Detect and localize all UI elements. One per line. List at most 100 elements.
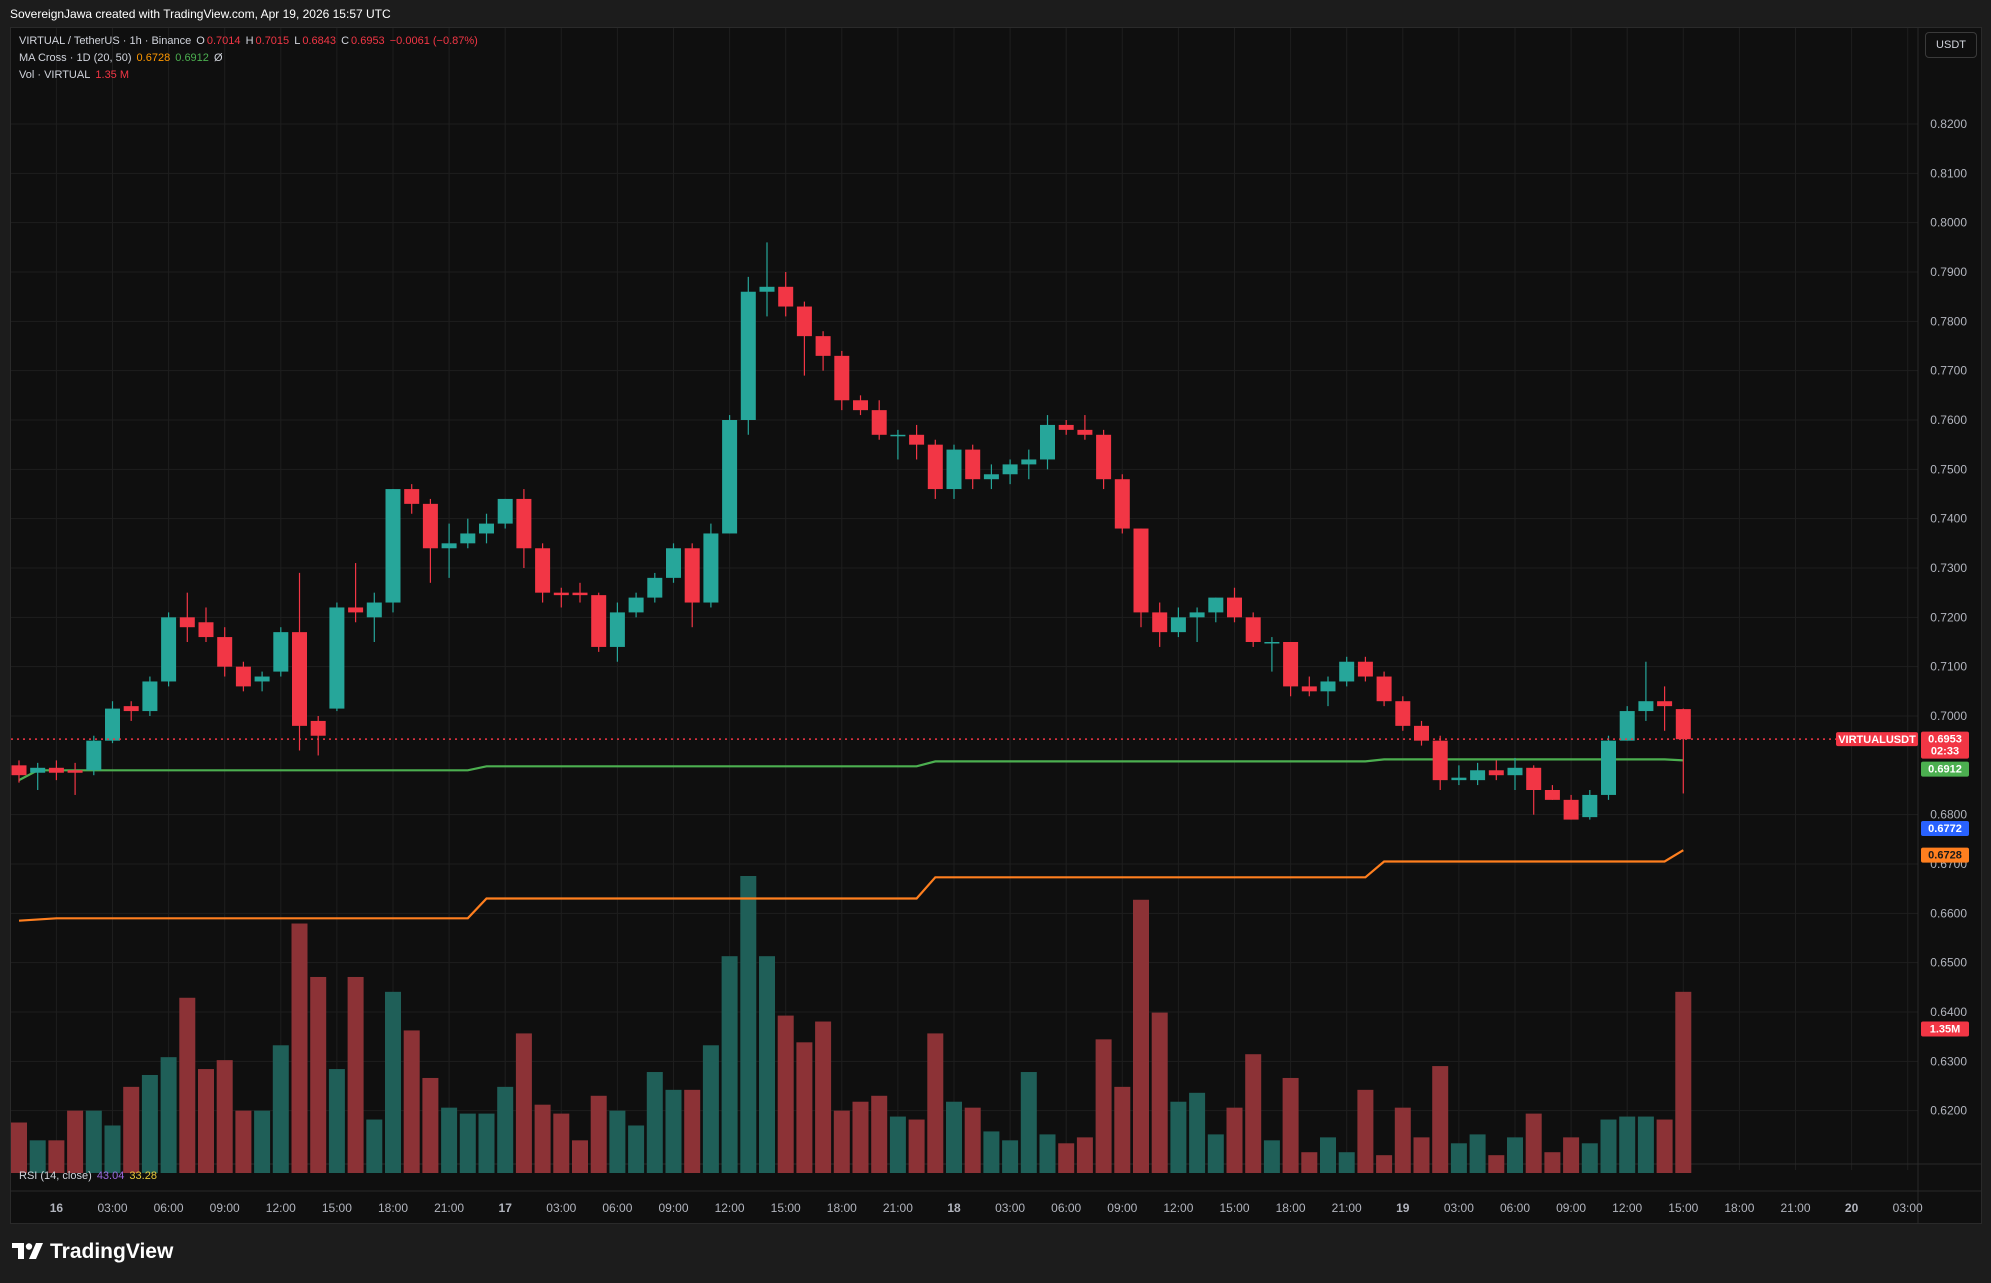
volume-bar bbox=[1170, 1101, 1187, 1173]
symbol-legend[interactable]: VIRTUAL / TetherUS · 1h · Binance O 0.701… bbox=[19, 35, 480, 47]
candle-body bbox=[1227, 597, 1242, 618]
volume-bar bbox=[946, 1101, 962, 1173]
candle-body bbox=[123, 706, 139, 712]
candle-body bbox=[441, 543, 457, 549]
candle-body bbox=[1002, 464, 1018, 475]
candle-body bbox=[161, 617, 177, 682]
candle-body bbox=[1414, 725, 1429, 741]
volume-bar bbox=[1432, 1066, 1449, 1173]
candle-body bbox=[1507, 767, 1523, 776]
candle-body bbox=[759, 286, 775, 292]
open-label: O bbox=[196, 35, 205, 47]
close-value: 0.6953 bbox=[351, 35, 385, 47]
volume-bar bbox=[1282, 1077, 1299, 1173]
price-tick-label: 0.6800 bbox=[1930, 808, 1967, 822]
volume-bar bbox=[104, 1125, 121, 1173]
time-tick-label: 06:00 bbox=[154, 1201, 184, 1215]
candle-body bbox=[67, 770, 83, 773]
volume-bar bbox=[1020, 1072, 1037, 1173]
brand-name: TradingView bbox=[50, 1240, 174, 1263]
volume-legend[interactable]: Vol · VIRTUAL 1.35 M bbox=[19, 69, 131, 81]
volume-bar bbox=[1245, 1054, 1262, 1173]
volume-bar bbox=[1095, 1039, 1112, 1173]
price-tick-label: 0.7900 bbox=[1930, 265, 1967, 279]
volume-bar bbox=[1338, 1152, 1355, 1173]
candle-body bbox=[1170, 617, 1186, 633]
candle-body bbox=[273, 632, 289, 672]
candle-body bbox=[1619, 711, 1635, 741]
brand-logo[interactable]: TradingView bbox=[12, 1240, 173, 1264]
symbol-name: VIRTUAL / TetherUS · 1h · Binance bbox=[19, 35, 192, 47]
volume-bar bbox=[11, 1122, 27, 1173]
candle-body bbox=[497, 498, 513, 524]
candle-body bbox=[1582, 794, 1598, 818]
candle-body bbox=[815, 336, 831, 356]
candle-body bbox=[591, 595, 607, 647]
candle-body bbox=[1657, 701, 1673, 707]
time-tick-label: 19 bbox=[1396, 1201, 1410, 1215]
time-tick-label: 18:00 bbox=[1724, 1201, 1754, 1215]
ma-label: MA Cross · 1D (20, 50) bbox=[19, 52, 132, 64]
candle-body bbox=[217, 637, 233, 667]
volume-bar bbox=[1039, 1134, 1056, 1173]
time-tick-label: 03:00 bbox=[995, 1201, 1025, 1215]
volume-bar bbox=[1675, 991, 1692, 1173]
volume-bar bbox=[1133, 899, 1149, 1173]
symbol-tag-bg bbox=[1836, 732, 1918, 747]
time-tick-label: 17 bbox=[499, 1201, 513, 1215]
volume-tag-text: 1.35M bbox=[1930, 1024, 1961, 1036]
high-value: 0.7015 bbox=[255, 35, 290, 47]
volume-bar bbox=[1488, 1155, 1505, 1173]
candle-body bbox=[179, 617, 195, 628]
candle-body bbox=[198, 622, 214, 638]
time-tick-label: 21:00 bbox=[434, 1201, 464, 1215]
time-tick-label: 03:00 bbox=[1444, 1201, 1474, 1215]
ma-slow-value: 0.6912 bbox=[175, 52, 209, 64]
volume-bar bbox=[67, 1110, 84, 1173]
volume-bar bbox=[796, 1042, 813, 1173]
volume-bar bbox=[441, 1107, 458, 1173]
volume-bar bbox=[777, 1015, 794, 1173]
candle-body bbox=[1189, 612, 1205, 618]
candle-body bbox=[1133, 528, 1149, 613]
candle-body bbox=[235, 666, 251, 687]
time-tick-label: 15:00 bbox=[771, 1201, 801, 1215]
price-tick-label: 0.6200 bbox=[1930, 1104, 1967, 1118]
volume-bar bbox=[665, 1089, 682, 1173]
time-tick-label: 09:00 bbox=[1107, 1201, 1137, 1215]
volume-bar bbox=[1619, 1116, 1636, 1173]
candle-body bbox=[1544, 790, 1560, 800]
tradingview-logo-icon bbox=[12, 1243, 43, 1259]
volume-bar bbox=[1525, 1113, 1542, 1173]
time-tick-label: 12:00 bbox=[1163, 1201, 1193, 1215]
volume-bar bbox=[684, 1089, 701, 1173]
volume-bar bbox=[833, 1110, 850, 1173]
time-tick-label: 06:00 bbox=[1500, 1201, 1530, 1215]
volume-bar bbox=[29, 1140, 46, 1173]
price-chart[interactable]: 0.8200 0.8100 0.8000 0.7900 0.7800 0.7700 0.76… bbox=[11, 28, 1981, 1223]
candle-body bbox=[1152, 612, 1168, 633]
volume-bar bbox=[646, 1072, 663, 1173]
candle-body bbox=[740, 291, 756, 420]
candle-body bbox=[1488, 770, 1504, 776]
candle-body bbox=[666, 548, 681, 578]
volume-bar bbox=[160, 1057, 177, 1173]
candle-body bbox=[1675, 709, 1691, 740]
volume-bar bbox=[347, 976, 364, 1173]
candle-body bbox=[30, 767, 46, 773]
currency-button[interactable]: USDT bbox=[1925, 32, 1977, 58]
volume-bar bbox=[1301, 1152, 1318, 1173]
rsi-legend[interactable]: RSI (14, close) 43.04 33.28 bbox=[19, 1170, 159, 1182]
volume-bar bbox=[572, 1140, 588, 1173]
volume-bar bbox=[216, 1060, 233, 1173]
volume-bar bbox=[1002, 1140, 1019, 1173]
time-tick-label: 18 bbox=[947, 1201, 961, 1215]
ma-slow-line bbox=[18, 758, 1684, 782]
ma-legend[interactable]: MA Cross · 1D (20, 50) 0.6728 0.6912 Ø bbox=[19, 52, 225, 64]
volume-bar bbox=[310, 976, 327, 1173]
volume-bar bbox=[553, 1113, 570, 1173]
chart-frame[interactable]: 0.8200 0.8100 0.8000 0.7900 0.7800 0.7700 0.76… bbox=[10, 27, 1982, 1224]
candle-body bbox=[1021, 459, 1037, 465]
volume-bar bbox=[235, 1110, 252, 1173]
price-tick-label: 0.7200 bbox=[1930, 610, 1967, 624]
